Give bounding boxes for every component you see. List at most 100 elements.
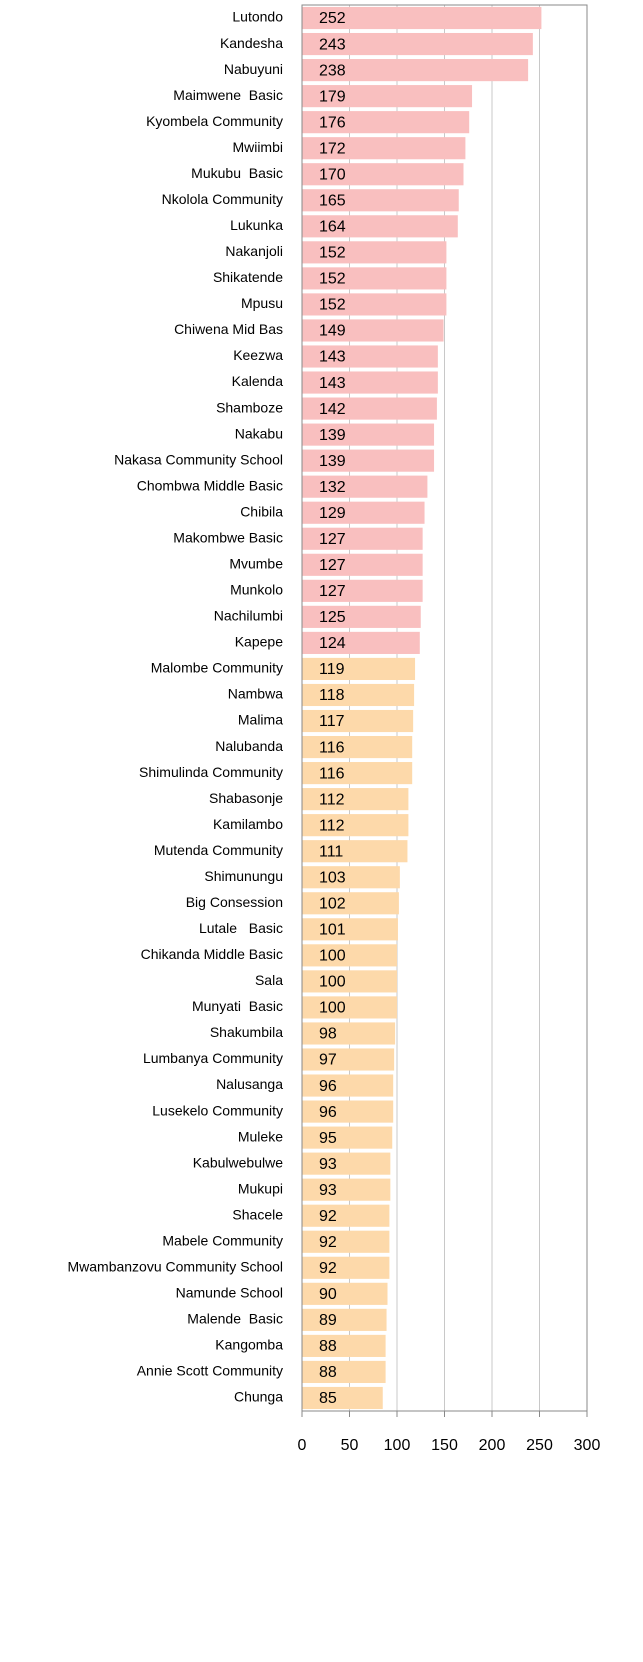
category-label: Maimwene Basic [173, 87, 283, 103]
value-label: 119 [319, 661, 345, 678]
value-label: 102 [319, 895, 346, 912]
value-label: 85 [319, 1390, 337, 1407]
category-label: Shimulinda Community [139, 764, 283, 780]
category-label: Mwambanzovu Community School [67, 1258, 283, 1274]
bar [302, 163, 464, 186]
bar [302, 189, 459, 212]
value-label: 116 [319, 739, 345, 756]
category-label: Nalusanga [216, 1076, 283, 1092]
value-label: 132 [319, 479, 346, 496]
bar [302, 527, 423, 550]
category-label: Nachilumbi [214, 608, 283, 624]
category-label: Makombwe Basic [173, 529, 283, 545]
bar [302, 970, 397, 993]
category-label: Nakabu [235, 425, 283, 441]
value-label: 89 [319, 1312, 337, 1329]
value-label: 92 [319, 1260, 337, 1277]
category-label: Shabasonje [209, 790, 283, 806]
bar [302, 267, 447, 290]
x-tick-label: 300 [574, 1437, 601, 1454]
plot-frame [301, 4, 588, 1412]
value-label: 112 [319, 817, 345, 834]
bar [302, 1126, 393, 1149]
category-label: Lumbanya Community [143, 1050, 283, 1066]
category-label: Kalenda [232, 373, 284, 389]
x-tick-label: 250 [526, 1437, 553, 1454]
category-label: Nakasa Community School [114, 451, 283, 467]
bar [302, 345, 438, 368]
category-label: Keezwa [233, 347, 283, 363]
category-label: Munyati Basic [192, 998, 283, 1014]
bar [302, 449, 435, 472]
bar [302, 631, 420, 654]
category-label: Kabulwebulwe [193, 1154, 283, 1170]
category-label: Lutale Basic [199, 920, 283, 936]
bar [302, 657, 416, 681]
bar [302, 1022, 396, 1045]
value-label: 117 [319, 713, 345, 730]
category-label: Lukunka [230, 217, 283, 233]
category-label: Shimunungu [204, 868, 283, 884]
bar [302, 319, 444, 342]
x-tick-label: 200 [479, 1437, 506, 1454]
category-label: Mukupi [238, 1180, 283, 1196]
value-label: 100 [319, 948, 346, 965]
bar [302, 501, 425, 524]
category-label: Namunde School [176, 1285, 283, 1301]
category-label: Mabele Community [162, 1232, 283, 1248]
category-label: Mvumbe [229, 555, 283, 571]
category-label: Annie Scott Community [137, 1363, 283, 1379]
value-label: 100 [319, 974, 346, 991]
value-label: 243 [319, 36, 346, 53]
bar [302, 32, 533, 56]
x-tick-label: 0 [298, 1437, 307, 1454]
category-label: Shacele [232, 1206, 283, 1222]
value-label: 93 [319, 1182, 337, 1199]
category-label: Lutondo [232, 9, 283, 25]
value-label: 116 [319, 765, 345, 782]
bar [302, 735, 413, 759]
category-label: Kapepe [235, 634, 283, 650]
value-label: 88 [319, 1338, 337, 1355]
value-label: 152 [319, 245, 346, 262]
category-label: Lusekelo Community [152, 1102, 283, 1118]
category-label: Mpusu [241, 295, 283, 311]
bar [302, 1308, 387, 1331]
category-label: Muleke [238, 1128, 283, 1144]
value-label: 93 [319, 1156, 337, 1173]
x-tick-label: 50 [341, 1437, 359, 1454]
value-label: 149 [319, 323, 346, 340]
bar [302, 111, 470, 134]
category-label: Nalubanda [215, 738, 283, 754]
value-label: 101 [319, 922, 346, 939]
value-label: 92 [319, 1234, 337, 1251]
bar [302, 944, 397, 967]
value-label: 124 [319, 635, 346, 652]
bar [302, 1048, 395, 1071]
bar [302, 683, 415, 707]
value-label: 127 [319, 557, 346, 574]
value-label: 118 [319, 687, 345, 704]
bar [302, 814, 409, 837]
value-label: 125 [319, 609, 346, 626]
bar [302, 241, 447, 264]
category-label: Kamilambo [213, 816, 283, 832]
category-label: Nkolola Community [162, 191, 283, 207]
bar [302, 762, 413, 785]
value-label: 139 [319, 427, 346, 444]
bar [302, 1178, 391, 1201]
category-label: Malombe Community [151, 660, 283, 676]
bar [302, 1074, 394, 1097]
value-label: 252 [319, 10, 346, 27]
bar [302, 215, 458, 238]
value-label: 139 [319, 453, 346, 470]
x-tick-label: 150 [431, 1437, 458, 1454]
category-label: Chibila [240, 503, 283, 519]
value-label: 98 [319, 1026, 337, 1043]
bar [302, 59, 529, 82]
category-label: Kyombela Community [146, 113, 283, 129]
bar [302, 137, 466, 160]
value-label: 112 [319, 791, 345, 808]
category-label: Kandesha [220, 35, 283, 51]
